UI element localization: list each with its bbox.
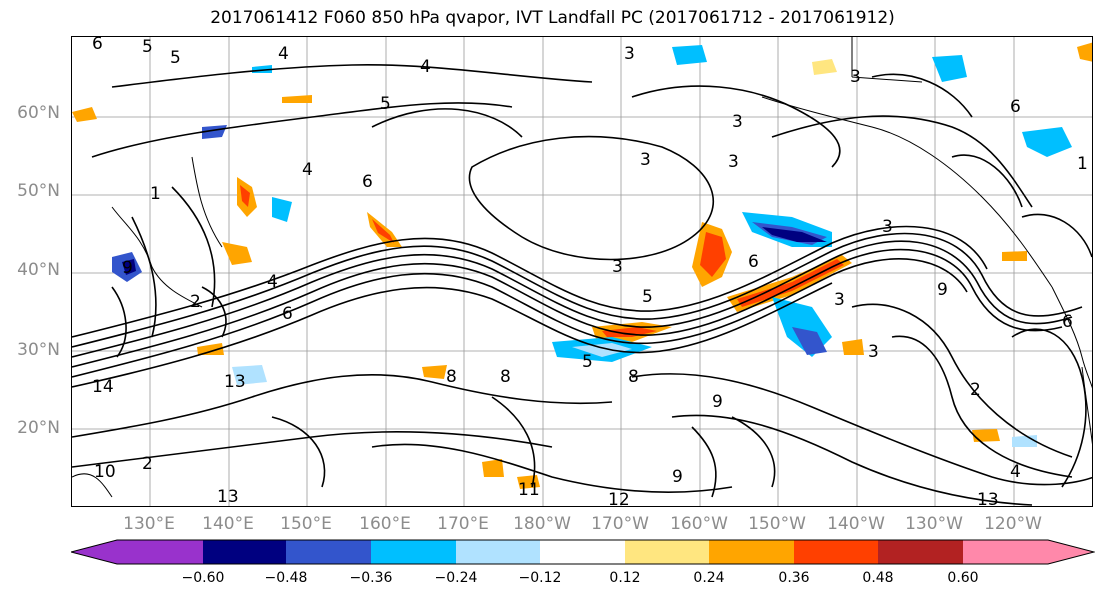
colorbar-swatch	[117, 540, 203, 564]
lon-label: 120°W	[984, 514, 1042, 534]
contour-label: 4	[1010, 462, 1021, 482]
contour-label: 14	[92, 377, 114, 397]
contour-label: 2	[190, 292, 201, 312]
lon-label: 160°W	[670, 514, 728, 534]
coastlines	[72, 37, 1092, 498]
map-canvas: 6 5 5 4 4 3 3 4 5 3 3 6 1 1 4 3 5 9 3 6 …	[72, 37, 1092, 507]
contour-label: 13	[217, 487, 239, 507]
colorbar-tick: −0.24	[434, 570, 478, 586]
contour-label-group: 6 5 5 4 4 3 3 4 5 3 3 6 1 1 4 3 5 9 3 6 …	[92, 37, 1088, 507]
contour-label: 2	[142, 454, 153, 474]
lon-label: 130°E	[123, 514, 175, 534]
colorbar-swatch	[540, 540, 625, 564]
colorbar-swatch	[371, 540, 456, 564]
colorbar-swatch	[456, 540, 540, 564]
lon-label: 140°W	[827, 514, 885, 534]
colorbar-tick: −0.48	[264, 570, 308, 586]
contour-label: 8	[628, 367, 639, 387]
contour-label: 10	[94, 462, 116, 482]
contour-label: 4	[278, 44, 289, 64]
contour-label: 8	[500, 367, 511, 387]
contour-label: 1	[1077, 154, 1088, 174]
colorbar-swatch	[794, 540, 878, 564]
contour-label: 5	[142, 37, 153, 57]
contour-label: 3	[732, 112, 743, 132]
lat-label-40n: 40°N	[17, 260, 60, 280]
contour-label: 3	[728, 152, 739, 172]
colorbar-swatch	[963, 540, 1048, 564]
lon-label: 150°E	[280, 514, 332, 534]
contour-label: 4	[302, 160, 313, 180]
contour-label: 8	[446, 367, 457, 387]
contour-label: 6	[92, 37, 103, 54]
contour-label: 6	[362, 172, 373, 192]
contour-label: 5	[642, 287, 653, 307]
colorbar-extend-max	[1048, 540, 1094, 564]
colorbar-swatch	[203, 540, 286, 564]
contour-label: 12	[608, 490, 630, 507]
contour-label: 9	[122, 258, 133, 278]
shading-negative	[112, 45, 1072, 447]
colorbar	[71, 539, 1095, 565]
contours	[72, 64, 1092, 506]
colorbar-swatch	[286, 540, 371, 564]
contour-label: 11	[518, 480, 540, 500]
contour-label: 3	[834, 290, 845, 310]
lon-label: 130°W	[905, 514, 963, 534]
colorbar-tick: 0.60	[947, 570, 979, 586]
lon-label: 170°W	[591, 514, 649, 534]
lon-label: 180°W	[513, 514, 571, 534]
lat-label-50n: 50°N	[17, 181, 60, 201]
contour-label: 3	[612, 257, 623, 277]
colorbar-tick: −0.60	[181, 570, 225, 586]
lat-label-30n: 30°N	[17, 340, 60, 360]
contour-label: 9	[937, 280, 948, 300]
contour-label: 6	[1010, 97, 1021, 117]
contour-label: 3	[882, 217, 893, 237]
contour-label: 3	[850, 67, 861, 87]
contour-label: 2	[970, 380, 981, 400]
contour-label: 5	[170, 48, 181, 68]
contour-label: 13	[224, 372, 246, 392]
colorbar-swatch	[878, 540, 963, 564]
map-title: 2017061412 F060 850 hPa qvapor, IVT Land…	[210, 8, 895, 28]
colorbar-swatch	[709, 540, 794, 564]
colorbar-tick: 0.48	[862, 570, 894, 586]
contour-label: 4	[420, 57, 431, 77]
contour-label: 3	[640, 150, 651, 170]
lat-label-20n: 20°N	[17, 418, 60, 438]
graticule	[72, 37, 1092, 506]
contour-label: 1	[150, 184, 161, 204]
contour-label: 6	[1062, 312, 1073, 332]
shading-positive	[72, 42, 1092, 489]
contour-label: 9	[672, 467, 683, 487]
map-panel: 6 5 5 4 4 3 3 4 5 3 3 6 1 1 4 3 5 9 3 6 …	[71, 36, 1093, 507]
colorbar-tick: −0.36	[349, 570, 393, 586]
colorbar-tick: −0.12	[518, 570, 562, 586]
contour-label: 5	[582, 352, 593, 372]
colorbar-tick: 0.36	[778, 570, 810, 586]
colorbar-segments	[71, 540, 1094, 564]
colorbar-tick: 0.12	[609, 570, 641, 586]
contour-label: 6	[282, 304, 293, 324]
lon-label: 140°E	[202, 514, 254, 534]
contour-label: 5	[380, 94, 391, 114]
lon-label: 170°E	[437, 514, 489, 534]
contour-label: 13	[977, 490, 999, 507]
contour-label: 3	[868, 342, 879, 362]
lon-label: 160°E	[359, 514, 411, 534]
colorbar-swatch	[625, 540, 709, 564]
contour-label: 3	[624, 44, 635, 64]
contour-label: 9	[712, 392, 723, 412]
colorbar-extend-min	[71, 540, 117, 564]
lon-label: 150°W	[748, 514, 806, 534]
colorbar-outline	[71, 539, 1095, 565]
lat-label-60n: 60°N	[17, 103, 60, 123]
contour-label: 6	[748, 252, 759, 272]
colorbar-tick: 0.24	[693, 570, 725, 586]
contour-label: 4	[267, 272, 278, 292]
